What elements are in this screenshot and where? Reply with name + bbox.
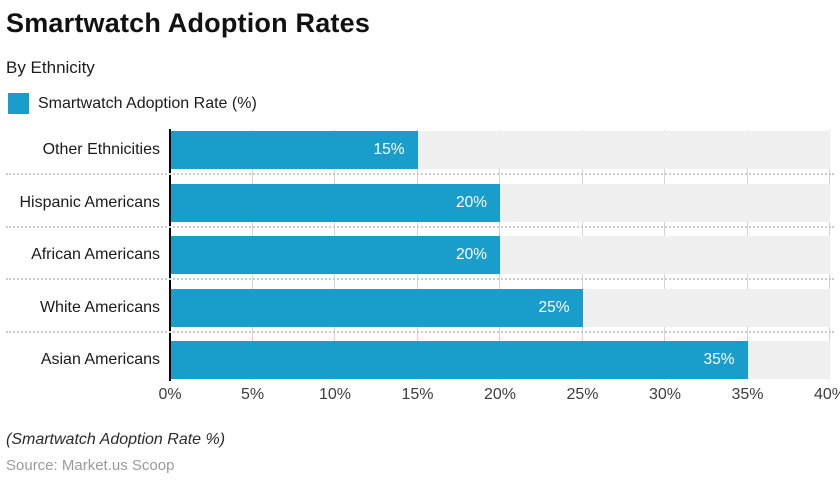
x-axis-tick-label: 35% bbox=[731, 386, 764, 403]
bar-other-ethnicities[interactable]: 15% bbox=[170, 131, 418, 169]
x-axis-tick-label: 5% bbox=[240, 386, 265, 403]
bar-white-americans[interactable]: 25% bbox=[170, 288, 583, 327]
x-axis-tick-label: 10% bbox=[318, 386, 352, 403]
row-background: 35% bbox=[170, 341, 830, 379]
category-label: White Americans bbox=[39, 298, 160, 316]
bar-hispanic-americans[interactable]: 20% bbox=[170, 183, 500, 222]
legend-item[interactable]: Smartwatch Adoption Rate (%) bbox=[8, 93, 257, 114]
source-text: Source: Market.us Scoop bbox=[6, 457, 175, 474]
bar-asian-americans[interactable]: 35% bbox=[170, 341, 748, 379]
bar-value-label: 35% bbox=[703, 351, 735, 368]
legend-swatch-icon bbox=[8, 93, 29, 114]
plot-wrapper: Other Ethnicities Hispanic Americans Afric… bbox=[0, 129, 840, 431]
row-separator-line bbox=[6, 330, 834, 333]
bar-value-label: 25% bbox=[538, 298, 570, 316]
row-separator-line bbox=[6, 225, 834, 228]
category-label: Hispanic Americans bbox=[19, 193, 161, 211]
x-axis-tick-label: 25% bbox=[566, 386, 599, 403]
category-label: Asian Americans bbox=[40, 351, 160, 368]
x-axis-tick-label: 0% bbox=[158, 386, 182, 403]
row-background: 15% bbox=[170, 131, 830, 169]
x-axis-tick-label: 15% bbox=[401, 386, 434, 403]
chart-title: Smartwatch Adoption Rates bbox=[6, 8, 371, 38]
row-background: 20% bbox=[170, 236, 830, 274]
row-background: 25% bbox=[170, 288, 830, 327]
bar-value-label: 20% bbox=[455, 193, 487, 211]
row-background: 20% bbox=[170, 183, 830, 222]
plot-area: 15% 20% 20% 25% 35% 0% 5% 10% 15% 20% 25% 30% 35% 40… bbox=[158, 129, 840, 403]
row-separator-line bbox=[6, 173, 834, 175]
x-axis-tick-label: 40% bbox=[813, 386, 840, 403]
bar-value-label: 15% bbox=[373, 141, 405, 158]
legend-label: Smartwatch Adoption Rate (%) bbox=[38, 94, 257, 112]
category-label: Other Ethnicities bbox=[42, 141, 160, 158]
category-label: African Americans bbox=[31, 246, 160, 263]
x-axis-tick-label: 30% bbox=[648, 386, 682, 403]
y-axis-line bbox=[169, 129, 171, 381]
chart-subtitle: By Ethnicity bbox=[6, 58, 95, 77]
axis-note: (Smartwatch Adoption Rate %) bbox=[6, 431, 226, 448]
x-axis-tick-label: 20% bbox=[483, 386, 517, 403]
row-separator-line bbox=[6, 278, 834, 280]
bar-value-label: 20% bbox=[455, 246, 487, 263]
bar-african-americans[interactable]: 20% bbox=[170, 236, 500, 274]
